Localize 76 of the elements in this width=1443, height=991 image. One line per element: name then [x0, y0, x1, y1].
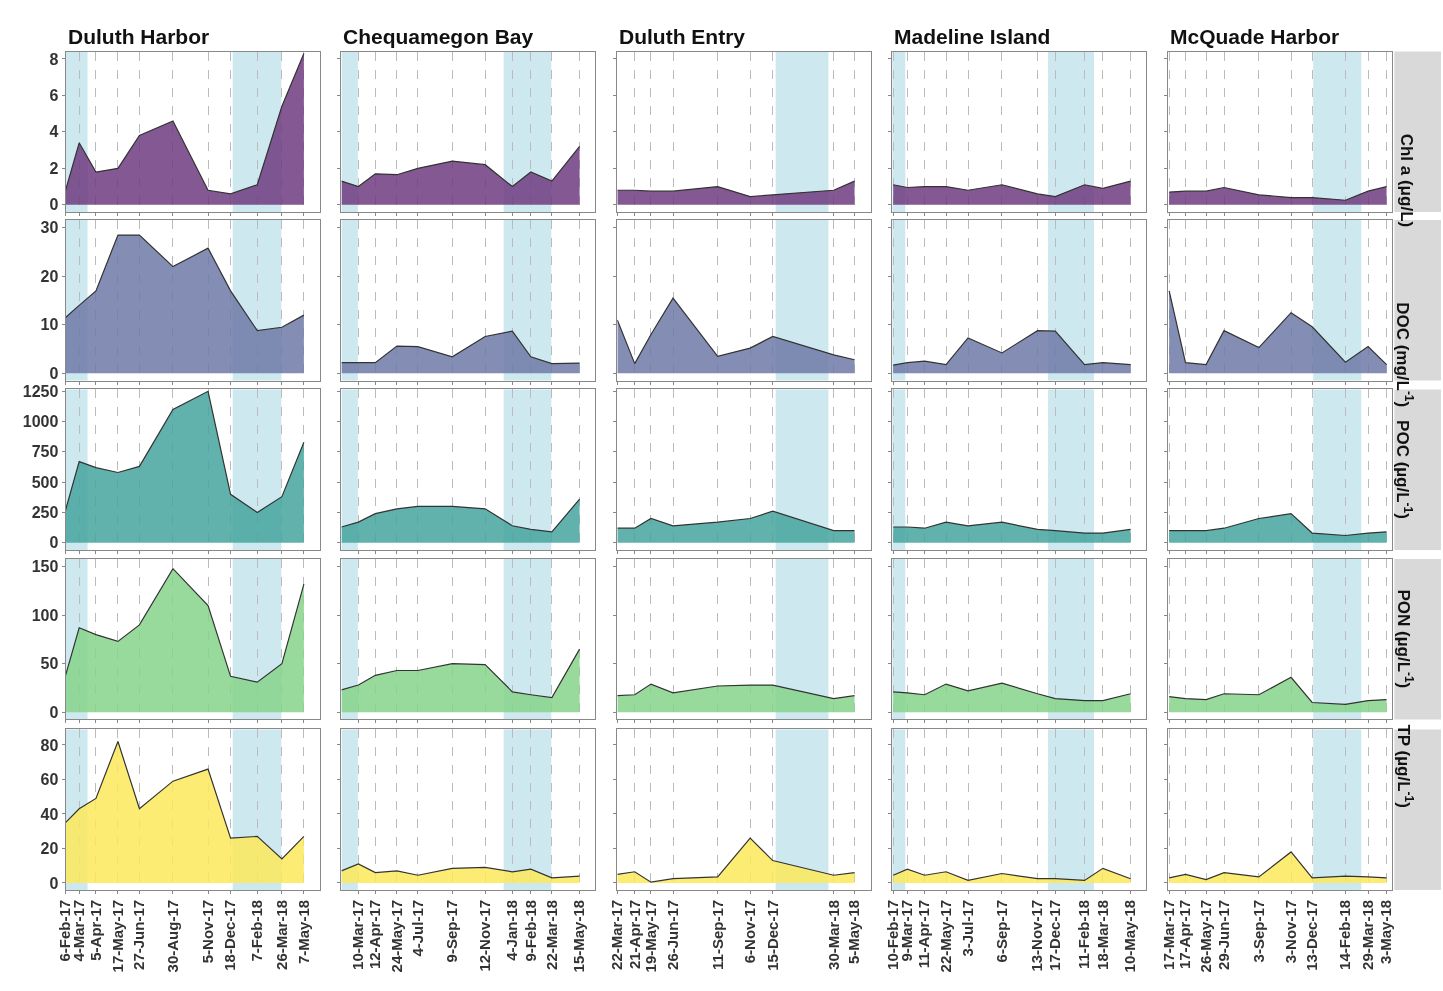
x-tick-label: 4-Jan-18 [503, 899, 521, 961]
x-tick-label: 9-Sep-17 [443, 899, 461, 963]
x-tick-label: 30-Aug-17 [163, 899, 181, 973]
y-tick-label: 8 [49, 50, 59, 68]
x-tick-label: 14-Feb-18 [1336, 899, 1354, 970]
chart-title: Chequamegon Bay [343, 25, 534, 48]
x-tick-label: 22-Mar-18 [542, 899, 560, 970]
x-tick-label: 5-Apr-17 [86, 899, 104, 961]
y-tick-label: 250 [31, 504, 59, 522]
x-tick-label: 5-May-18 [845, 899, 863, 965]
x-tick-label: 24-May-17 [387, 899, 405, 973]
x-tick-label: 15-May-18 [570, 899, 588, 973]
y-tick-label: 10 [40, 316, 59, 334]
x-tick-label: 17-Dec-17 [1046, 899, 1064, 971]
y-tick-label: 1000 [22, 413, 59, 431]
x-tick-label: 3-Jul-17 [958, 899, 976, 957]
y-tick-label: 2 [49, 159, 59, 177]
y-tick-label: 150 [31, 558, 59, 576]
x-tick-label: 11-Feb-18 [1075, 899, 1093, 970]
y-tick-label: 0 [49, 196, 59, 214]
x-tick-label: 9-Feb-18 [521, 899, 539, 962]
x-tick-label: 10-Mar-17 [349, 899, 367, 970]
y-tick-label: 750 [31, 443, 59, 461]
y-tick-label: 0 [49, 364, 59, 382]
y-tick-label: 20 [40, 840, 59, 858]
chart-title: McQuade Harbor [1170, 25, 1340, 48]
x-tick-label: 7-Feb-18 [248, 899, 266, 962]
x-tick-label: 6-Sep-17 [992, 899, 1010, 963]
y-tick-label: 0 [49, 703, 59, 721]
x-tick-label: 17-Mar-17 [1160, 899, 1178, 970]
y-axis-title: Chl a (μg/L) [1397, 133, 1417, 228]
x-tick-label: 3-Nov-17 [1281, 899, 1299, 964]
y-tick-label: 0 [49, 534, 59, 552]
x-tick-label: 26-Mar-18 [272, 899, 290, 970]
y-tick-label: 500 [31, 473, 59, 491]
x-tick-label: 5-Nov-17 [198, 899, 216, 964]
x-tick-label: 29-Jun-17 [1214, 899, 1232, 970]
x-tick-label: 18-Mar-18 [1093, 899, 1111, 970]
y-tick-label: 60 [40, 771, 59, 789]
y-tick-label: 6 [49, 86, 59, 104]
x-tick-label: 12-Nov-17 [476, 899, 494, 972]
chart-title: Duluth Entry [619, 25, 746, 48]
y-tick-label: 20 [40, 267, 59, 285]
x-tick-label: 4-Jul-17 [408, 899, 426, 957]
x-tick-label: 11-Sep-17 [708, 899, 726, 970]
x-tick-label: 26-May-17 [1196, 899, 1214, 973]
x-tick-label: 13-Dec-17 [1303, 899, 1321, 971]
y-tick-label: 40 [40, 805, 59, 823]
x-tick-label: 21-Apr-17 [625, 899, 643, 970]
x-tick-label: 29-Mar-18 [1358, 899, 1376, 970]
x-tick-label: 22-May-17 [936, 899, 954, 973]
x-tick-label: 27-Jun-17 [130, 899, 148, 970]
x-tick-label: 11-Apr-17 [915, 899, 933, 969]
y-tick-label: 100 [31, 606, 59, 624]
x-tick-label: 15-Dec-17 [763, 899, 781, 971]
y-tick-label: 50 [40, 655, 59, 673]
x-tick-label: 26-Jun-17 [663, 899, 681, 970]
x-tick-label: 17-May-17 [108, 899, 126, 973]
y-tick-label: 4 [49, 123, 59, 141]
x-tick-label: 17-Apr-17 [1176, 899, 1194, 970]
x-tick-label: 13-Nov-17 [1028, 899, 1046, 972]
x-tick-label: 12-Apr-17 [366, 899, 384, 970]
y-tick-label: 80 [40, 736, 59, 754]
chart-title: Madeline Island [894, 25, 1051, 48]
y-tick-label: 30 [40, 219, 59, 237]
x-tick-label: 30-Mar-18 [824, 899, 842, 970]
x-tick-label: 6-Nov-17 [741, 899, 759, 964]
x-tick-label: 3-Sep-17 [1249, 899, 1267, 963]
y-tick-label: 1250 [22, 382, 59, 400]
x-tick-label: 7-May-18 [294, 899, 312, 965]
x-tick-label: 22-Mar-17 [608, 899, 626, 970]
x-tick-label: 3-May-18 [1377, 899, 1395, 965]
x-tick-label: 18-Dec-17 [221, 899, 239, 971]
y-tick-label: 0 [49, 874, 59, 892]
x-tick-label: 10-May-18 [1121, 899, 1139, 973]
chart-title: Duluth Harbor [68, 25, 210, 48]
